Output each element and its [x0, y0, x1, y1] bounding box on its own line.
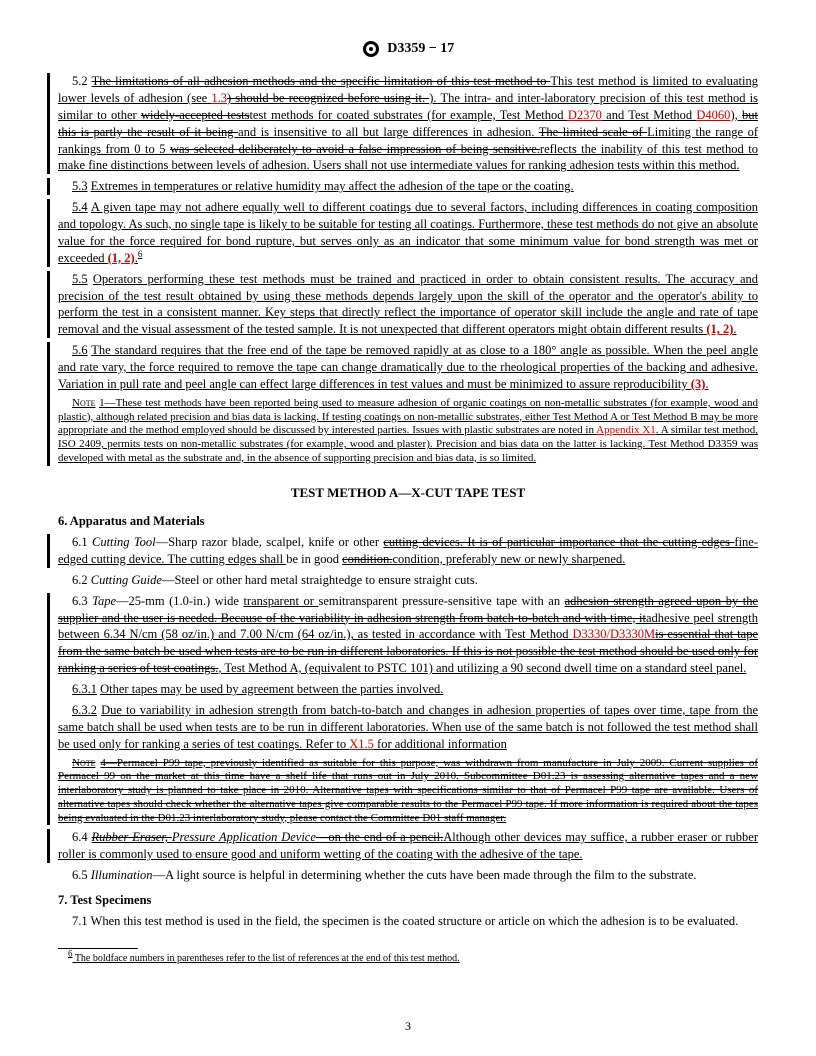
footnote-6: 6 The boldface numbers in parentheses re…	[58, 952, 758, 966]
para-7-1: 7.1 When this test method is used in the…	[58, 913, 758, 930]
ref-5-6[interactable]: (3)	[691, 377, 706, 391]
para-6-5: 6.5 Illumination—A light source is helpf…	[58, 867, 758, 884]
para-5-2: 5.2 The limitations of all adhesion meth…	[58, 73, 758, 174]
para-5-5: 5.5 Operators performing these test meth…	[58, 271, 758, 339]
para-5-3: 5.3 Extremes in temperatures or relative…	[58, 178, 758, 195]
ref-5-4[interactable]: (1, 2)	[108, 251, 135, 265]
para-5-4: 5.4 A given tape may not adhere equally …	[58, 199, 758, 267]
ref-d4060[interactable]: D4060	[696, 108, 730, 122]
para-6-4: 6.4 Rubber Eraser, Pressure Application …	[58, 829, 758, 863]
para-6-2: 6.2 Cutting Guide—Steel or other hard me…	[58, 572, 758, 589]
ref-d3330[interactable]: D3330/D3330M	[572, 627, 655, 641]
test-method-a-title: TEST METHOD A—X-CUT TAPE TEST	[58, 484, 758, 502]
designation: D3359 − 17	[387, 41, 454, 56]
para-6-3: 6.3 Tape—25-mm (1.0-in.) wide transparen…	[58, 593, 758, 677]
heading-6: 6. Apparatus and Materials	[58, 513, 758, 530]
para-6-3-1: 6.3.1 Other tapes may be used by agreeme…	[58, 681, 758, 698]
heading-7: 7. Test Specimens	[58, 892, 758, 909]
para-5-6: 5.6 The standard requires that the free …	[58, 342, 758, 393]
ref-1-3[interactable]: 1.3	[211, 91, 227, 105]
note-4: Note 4—Permacel P99 tape, previously ide…	[58, 757, 758, 826]
ref-appendix-x1[interactable]: Appendix X1	[596, 424, 656, 436]
note-1: Note 1—These test methods have been repo…	[58, 397, 758, 466]
astm-logo	[362, 40, 380, 58]
doc-header: D3359 − 17	[58, 40, 758, 59]
ref-d2370[interactable]: D2370	[568, 108, 602, 122]
ref-5-5[interactable]: (1, 2)	[706, 322, 733, 336]
ref-x1-5[interactable]: X1.5	[349, 737, 374, 751]
para-6-1: 6.1 Cutting Tool—Sharp razor blade, scal…	[58, 534, 758, 568]
para-6-3-2: 6.3.2 Due to variability in adhesion str…	[58, 702, 758, 753]
page-number: 3	[0, 1018, 816, 1034]
